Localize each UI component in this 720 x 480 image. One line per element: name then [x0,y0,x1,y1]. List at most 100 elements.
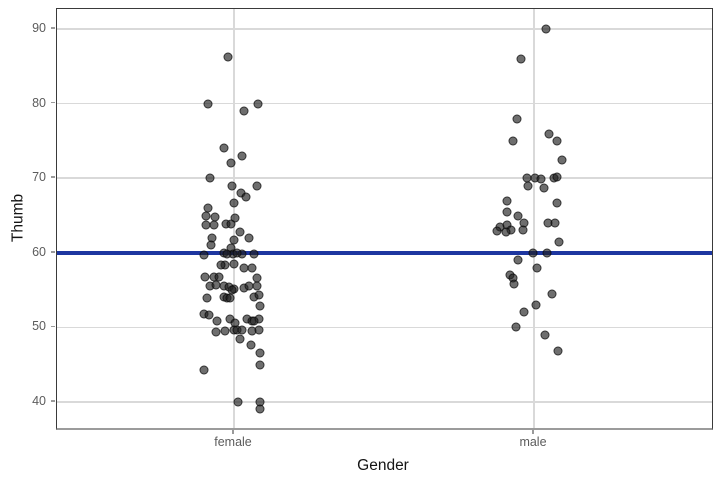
gridline-y-90 [56,28,712,30]
data-point-female [203,99,213,109]
data-point-female [249,249,259,259]
data-point-female [246,340,256,350]
x-tick-mark-male [532,429,534,434]
data-point-female [226,158,236,168]
gridline-x-male [533,9,535,428]
y-tick-mark-90 [51,27,55,29]
y-tick-mark-70 [51,176,55,178]
data-point-female [239,106,249,116]
data-point-female [202,293,212,303]
data-point-female [229,198,239,208]
y-tick-label-90: 90 [32,21,46,36]
data-point-female [199,250,209,260]
data-point-female [216,260,226,270]
data-point-female [255,301,265,311]
data-point-male [501,227,511,237]
gridline-y-40 [56,401,712,403]
data-point-female [204,310,214,320]
data-point-male [519,307,529,317]
data-point-female [249,316,259,326]
data-point-male [553,346,563,356]
data-point-male [511,322,521,332]
y-tick-mark-80 [51,101,55,104]
data-point-female [247,263,257,273]
data-point-female [255,404,265,414]
data-point-male [552,198,562,208]
data-point-female [214,272,224,282]
data-point-female [201,211,211,221]
data-point-male [508,136,518,146]
data-point-female [225,293,235,303]
data-point-female [235,227,245,237]
gridline-y-80 [56,102,712,105]
data-point-female [229,259,239,269]
data-point-female [237,325,247,335]
data-point-male [532,263,542,273]
data-point-male [547,289,557,299]
data-point-male [552,136,562,146]
data-point-male [512,114,522,124]
data-point-female [200,272,210,282]
data-point-female [226,219,236,229]
data-point-female [206,240,216,250]
data-point-male [528,248,538,258]
x-tick-mark-female [232,429,234,434]
data-point-male [502,207,512,217]
x-tick-label-female: female [214,435,252,449]
data-point-female [232,248,242,258]
data-point-male [541,24,551,34]
y-tick-mark-60 [51,251,55,253]
data-point-male [557,155,567,165]
gridline-y-70 [56,177,712,179]
data-point-female [255,348,265,358]
data-point-female [254,325,264,335]
data-point-female [253,99,263,109]
data-point-male [502,196,512,206]
data-point-male [554,237,564,247]
y-tick-mark-40 [51,400,55,402]
data-point-female [212,316,222,326]
y-tick-label-60: 60 [32,244,46,259]
y-tick-label-50: 50 [32,319,46,334]
plot-panel [55,8,713,430]
data-point-male [516,54,526,64]
data-point-male [513,255,523,265]
y-tick-label-40: 40 [32,393,46,408]
data-point-female [244,233,254,243]
gridline-y-50 [56,326,712,329]
data-point-female [219,143,229,153]
data-point-male [513,211,523,221]
y-axis-title: Thumb [9,193,27,242]
data-point-male [523,181,533,191]
data-point-male [518,225,528,235]
data-point-female [252,181,262,191]
x-axis-title: Gender [357,457,409,474]
data-point-female [255,360,265,370]
data-point-male [550,218,560,228]
data-point-male [539,183,549,193]
data-point-female [244,281,254,291]
data-point-female [199,365,209,375]
data-point-female [227,181,237,191]
data-point-male [542,248,552,258]
data-point-female [222,249,232,259]
y-tick-label-80: 80 [32,95,46,110]
data-point-female [235,334,245,344]
data-point-female [223,52,233,62]
data-point-female [254,290,264,300]
data-point-male [540,330,550,340]
data-point-male [531,300,541,310]
data-point-male [552,172,562,182]
data-point-male [544,129,554,138]
x-tick-label-male: male [519,435,547,449]
data-point-female [205,173,215,183]
data-point-female [220,326,230,336]
y-tick-mark-50 [51,325,55,328]
data-point-female [209,220,219,230]
data-point-female [233,397,243,407]
data-point-female [211,327,221,337]
reference-line-60 [56,250,712,255]
y-tick-label-70: 70 [32,170,46,185]
data-point-male [536,174,546,184]
